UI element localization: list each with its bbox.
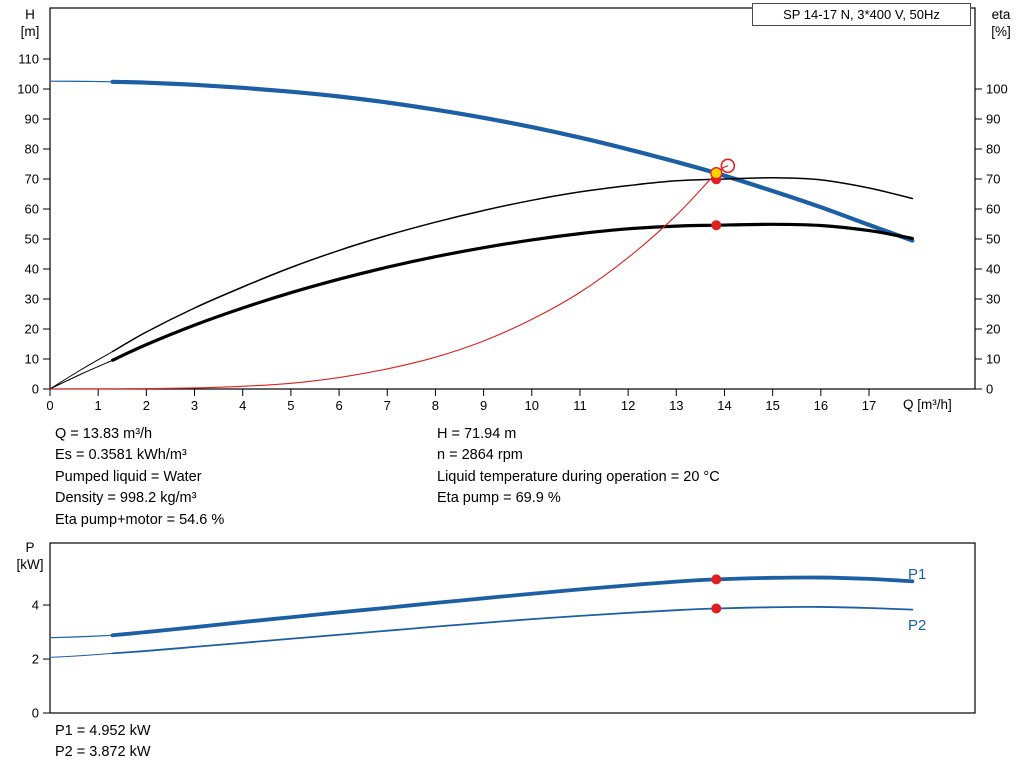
p-axis-title: P [kW]	[8, 539, 52, 573]
duty-point-qh	[710, 167, 723, 180]
y-left-tick-label: 2	[32, 652, 39, 667]
x-tick-label: 10	[525, 398, 539, 413]
p-axis-title-line2: [kW]	[16, 557, 44, 572]
y-left-tick-label: 70	[25, 172, 39, 187]
result-n: n = 2864 rpm	[437, 447, 523, 464]
result-p2: P2 = 3.872 kW	[55, 744, 151, 761]
x-tick-label: 2	[143, 398, 150, 413]
y-right-tick-label: 40	[986, 262, 1000, 277]
p-axis-title-line1: P	[25, 540, 35, 555]
system-curve	[49, 165, 729, 390]
y-left-tick-label: 40	[25, 262, 39, 277]
h-curve-leadin	[49, 80, 114, 83]
results-right-column: H = 71.94 m n = 2864 rpm Liquid temperat…	[437, 424, 720, 510]
y-left-tick-label: 110	[18, 52, 39, 67]
y-right-tick-label: 30	[986, 292, 1000, 307]
x-tick-label: 6	[335, 398, 342, 413]
result-p1: P1 = 4.952 kW	[55, 723, 151, 739]
y-left-tick-label: 50	[25, 232, 39, 247]
y-left-tick-label: 30	[25, 292, 39, 307]
result-h: H = 71.94 m	[437, 426, 517, 442]
h-axis-title: H [m]	[12, 6, 48, 40]
x-tick-label: 3	[191, 398, 198, 413]
eta-axis-title-line2: [%]	[991, 24, 1011, 39]
pump-title-box: SP 14-17 N, 3*400 V, 50Hz	[752, 3, 971, 26]
p1-curve-label: P1	[908, 566, 927, 583]
y-right-tick-label: 0	[986, 382, 993, 397]
x-tick-label: 0	[46, 398, 53, 413]
h-curve	[110, 79, 915, 243]
y-left-tick-label: 100	[17, 82, 39, 97]
x-tick-label: 4	[239, 398, 246, 413]
eta-pump-curve	[111, 177, 914, 353]
x-tick-label: 13	[669, 398, 683, 413]
result-density: Density = 998.2 kg/m³	[55, 490, 197, 507]
y-right-tick-label: 70	[986, 172, 1000, 187]
x-tick-label: 15	[765, 398, 779, 413]
y-right-tick-label: 90	[986, 112, 1000, 127]
h-axis-title-line1: H	[25, 7, 35, 22]
plot-frame	[49, 542, 976, 714]
x-tick-label: 14	[717, 398, 731, 413]
y-right-tick-label: 80	[986, 142, 1000, 157]
eta-axis-title-line1: eta	[991, 7, 1011, 22]
y-right-tick-label: 20	[986, 322, 1000, 337]
p2-curve-leadin	[49, 652, 114, 658]
y-left-tick-label: 80	[25, 142, 39, 157]
results-left-column: Q = 13.83 m³/h Es = 0.3581 kWh/m³ Pumped…	[55, 424, 224, 531]
result-liquid-temperature: Liquid temperature during operation = 20…	[437, 468, 720, 485]
result-eta-pump-motor: Eta pump+motor = 54.6 %	[55, 511, 225, 528]
y-left-tick-label: 20	[25, 322, 39, 337]
y-left-tick-label: 0	[32, 706, 39, 721]
x-tick-label: 11	[573, 398, 587, 413]
result-eta-pump: Eta pump = 69.9 %	[437, 490, 561, 507]
y-left-tick-label: 10	[25, 352, 39, 367]
y-left-tick-label: 4	[32, 598, 39, 613]
result-q: Q = 13.83 m³/h	[55, 426, 153, 442]
y-left-tick-label: 90	[25, 112, 39, 127]
y-right-tick-label: 60	[986, 202, 1000, 217]
power-chart[interactable]: 0 2 4	[0, 535, 1024, 723]
y-right-tick-label: 100	[986, 82, 1008, 97]
x-tick-label: 17	[862, 398, 876, 413]
x-tick-label: 16	[814, 398, 828, 413]
y-right-tick-label: 10	[986, 352, 1000, 367]
x-tick-label: 7	[384, 398, 391, 413]
x-tick-label: 5	[287, 398, 294, 413]
y-left-tick-label: 60	[25, 202, 39, 217]
y-right-tick-label: 50	[986, 232, 1000, 247]
p2-curve	[111, 605, 914, 655]
power-results: P1 = 4.952 kW P2 = 3.872 kW	[55, 721, 151, 764]
x-tick-label: 8	[432, 398, 439, 413]
qh-eta-chart[interactable]: 0 1 2 3 4 5 6 7 8 9 10 11 12 13 14 15 16 1701020304050607…	[0, 0, 1024, 418]
h-axis-title-line2: [m]	[20, 24, 40, 39]
p1-curve-leadin	[49, 634, 114, 639]
result-pumped-liquid: Pumped liquid = Water	[55, 468, 202, 485]
p1-curve	[110, 575, 915, 638]
result-es: Es = 0.3581 kWh/m³	[55, 447, 187, 464]
x-tick-label: 9	[480, 398, 487, 413]
duty-point-p1	[711, 574, 722, 585]
y-left-tick-label: 0	[32, 382, 39, 397]
duty-point-eta-pump-motor	[711, 220, 722, 231]
x-tick-label: 1	[95, 398, 102, 413]
eta-pump-motor-curve-leadin	[49, 359, 114, 390]
eta-axis-title: eta [%]	[980, 6, 1022, 40]
eta-pump-motor-curve	[111, 222, 914, 362]
plot-frame	[49, 7, 976, 390]
requested-duty-point-open	[720, 158, 736, 174]
duty-point-p2	[711, 603, 722, 614]
p2-curve-label: P2	[908, 617, 927, 634]
q-axis-title: Q [m³/h]	[903, 397, 952, 412]
eta-pump-curve-leadin	[49, 351, 114, 390]
x-tick-label: 12	[621, 398, 635, 413]
